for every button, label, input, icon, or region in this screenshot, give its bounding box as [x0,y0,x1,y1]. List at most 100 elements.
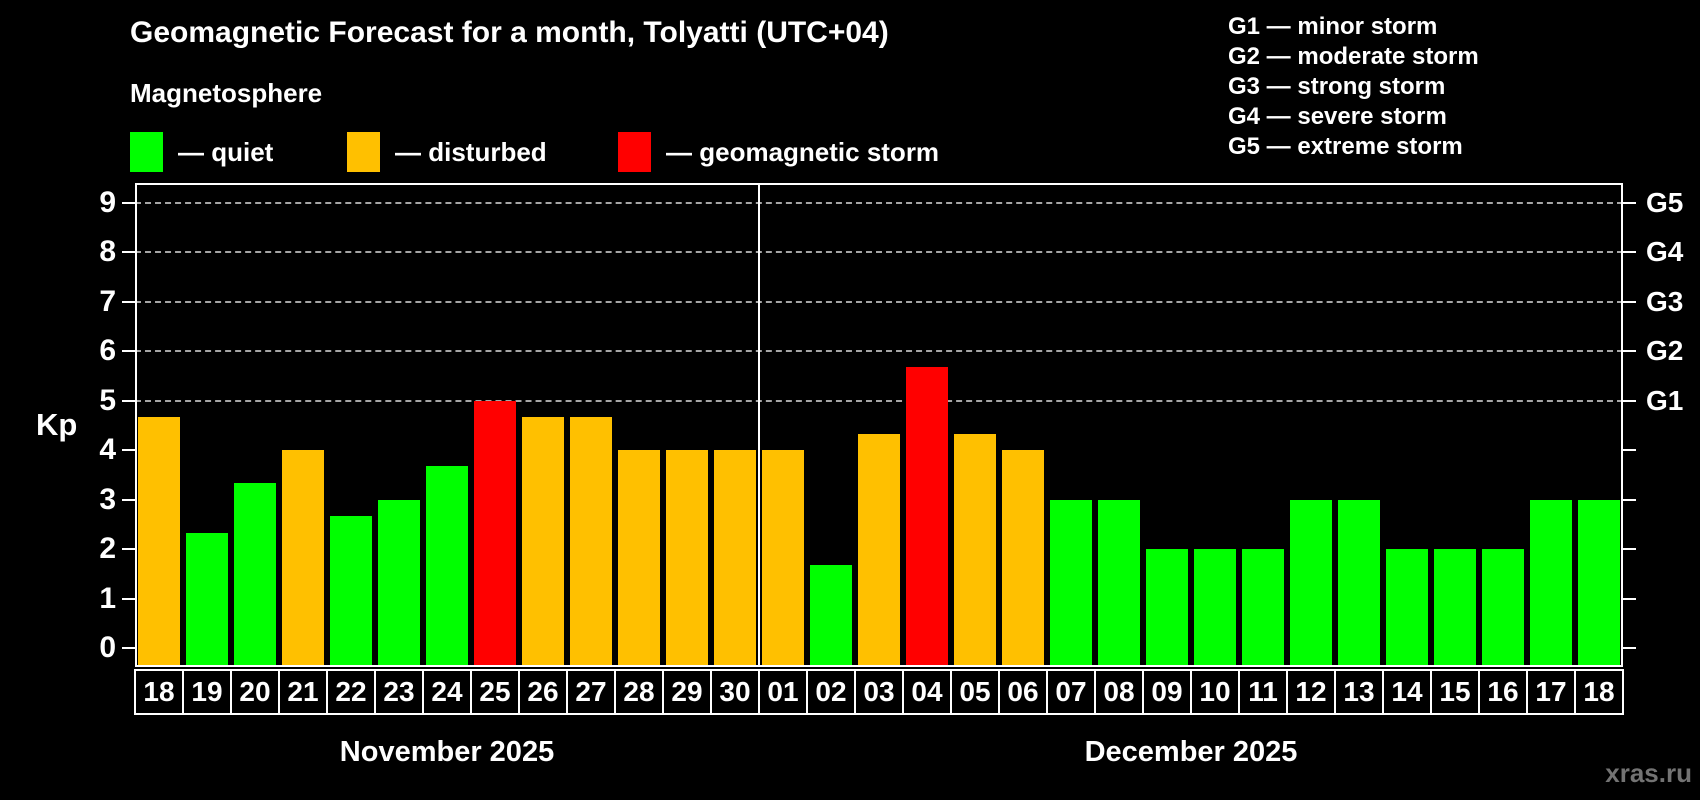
day-label: 10 [1190,669,1240,715]
kp-axis-label: Kp [36,407,78,442]
day-label: 27 [566,669,616,715]
kp-bar-day-24 [426,466,468,666]
day-label: 11 [1238,669,1288,715]
y-tick-left [122,350,135,352]
day-label: 12 [1286,669,1336,715]
g-level-label-g4: G4 [1646,236,1684,267]
day-label: 29 [662,669,712,715]
magnetosphere-subtitle: Magnetosphere [130,78,323,108]
y-tick-left [122,251,135,253]
legend-label: — disturbed [395,136,547,167]
legend-item-quiet: — quiet [130,131,273,173]
y-tick-label: 2 [99,532,116,565]
day-label: 20 [230,669,280,715]
day-label: 24 [422,669,472,715]
g5-legend-line: G5 — extreme storm [1228,133,1463,160]
gridline-kp8 [135,251,1623,253]
legend-item-storm: — geomagnetic storm [618,131,939,173]
day-label: 25 [470,669,520,715]
y-tick-right [1623,498,1636,501]
y-tick-right [1623,399,1636,402]
kp-bar-day-22 [330,515,372,666]
day-label: 21 [278,669,328,715]
y-tick-label: 7 [99,284,116,318]
month-label: December 2025 [1084,736,1298,768]
day-label: 15 [1430,669,1480,715]
kp-bar-day-03 [858,433,900,666]
kp-bar-day-04 [906,367,948,666]
legend-label: — quiet [178,136,274,167]
y-tick-right [1623,449,1636,451]
y-tick-right [1623,548,1636,550]
quiet-color-swatch [130,132,163,172]
month-label: November 2025 [339,736,555,768]
g-level-label-g5: G5 [1646,186,1684,218]
kp-bar-day-14 [1386,549,1428,666]
y-tick-left [122,449,135,451]
kp-bar-day-06 [1002,450,1044,666]
kp-bar-day-21 [282,450,324,666]
y-tick-left [122,399,135,402]
y-tick-right [1623,350,1636,352]
day-label: 06 [998,669,1048,715]
y-tick-label: 6 [99,334,116,367]
kp-bar-day-25 [474,400,516,666]
kp-bar-day-11 [1242,549,1284,666]
kp-bar-day-19 [186,532,228,666]
kp-bar-day-07 [1050,499,1092,666]
kp-bar-day-17 [1530,499,1572,666]
day-label: 19 [182,669,232,715]
kp-bar-day-13 [1338,499,1380,666]
kp-bar-day-08 [1098,499,1140,666]
storm-color-swatch [618,132,651,172]
day-label: 07 [1046,669,1096,715]
gridline-kp5 [135,399,1623,402]
xras-watermark: xras.ru [1605,758,1692,788]
kp-bar-day-01 [762,450,804,666]
day-label: 30 [710,669,760,715]
kp-bar-day-30 [714,450,756,666]
g3-legend-line: G3 — strong storm [1228,73,1446,100]
g-level-label-g2: G2 [1646,335,1684,366]
day-label: 18 [134,669,184,715]
g-level-label-g1: G1 [1646,384,1684,416]
y-tick-right [1623,251,1636,253]
y-tick-right [1623,597,1636,600]
page-title: Geomagnetic Forecast for a month, Tolyat… [130,16,889,49]
y-tick-label: 5 [99,383,116,417]
day-label: 09 [1142,669,1192,715]
day-label: 13 [1334,669,1384,715]
day-label: 16 [1478,669,1528,715]
y-tick-right [1623,300,1636,303]
legend-label: — geomagnetic storm [666,136,940,167]
y-tick-right [1623,201,1636,204]
day-label: 08 [1094,669,1144,715]
kp-bar-day-10 [1194,549,1236,666]
day-label: 22 [326,669,376,715]
y-tick-label: 4 [99,433,116,466]
day-label: 23 [374,669,424,715]
kp-bar-day-15 [1434,549,1476,666]
gridline-kp9 [135,201,1623,204]
g-scale-legend: G1 — minor storm G2 — moderate storm G3 … [1228,12,1479,162]
day-label: 14 [1382,669,1432,715]
g-level-label-g3: G3 [1646,285,1684,317]
kp-bar-day-12 [1290,499,1332,666]
y-tick-left [122,548,135,550]
day-label: 05 [950,669,1000,715]
day-label: 17 [1526,669,1576,715]
day-label: 18 [1574,669,1624,715]
y-tick-left [122,498,135,501]
kp-bar-day-29 [666,450,708,666]
day-label: 04 [902,669,952,715]
day-label: 01 [758,669,808,715]
kp-bar-day-18 [138,416,180,666]
kp-bar-day-02 [810,565,852,666]
kp-bar-day-20 [234,483,276,666]
g2-legend-line: G2 — moderate storm [1228,43,1479,70]
y-tick-right [1623,647,1636,649]
legend-item-disturbed: — disturbed [347,131,547,173]
kp-bar-day-18 [1578,499,1620,666]
day-label: 02 [806,669,856,715]
